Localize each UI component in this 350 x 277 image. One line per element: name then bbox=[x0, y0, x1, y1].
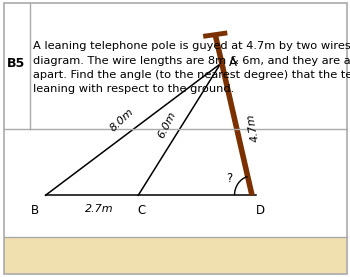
Text: ?: ? bbox=[226, 172, 232, 185]
Text: A leaning telephone pole is guyed at 4.7m by two wires, as shown in the
diagram.: A leaning telephone pole is guyed at 4.7… bbox=[33, 41, 350, 94]
Text: B: B bbox=[30, 204, 38, 217]
Bar bbox=[4, 237, 346, 274]
Text: 2.7m: 2.7m bbox=[85, 204, 113, 214]
Text: D: D bbox=[256, 204, 265, 217]
Text: C: C bbox=[138, 204, 146, 217]
Text: B5: B5 bbox=[7, 57, 26, 70]
Text: 8.0m: 8.0m bbox=[108, 107, 136, 134]
Text: A: A bbox=[229, 56, 237, 69]
Text: 6.0m: 6.0m bbox=[157, 110, 178, 140]
Text: 4.7m: 4.7m bbox=[245, 112, 260, 142]
